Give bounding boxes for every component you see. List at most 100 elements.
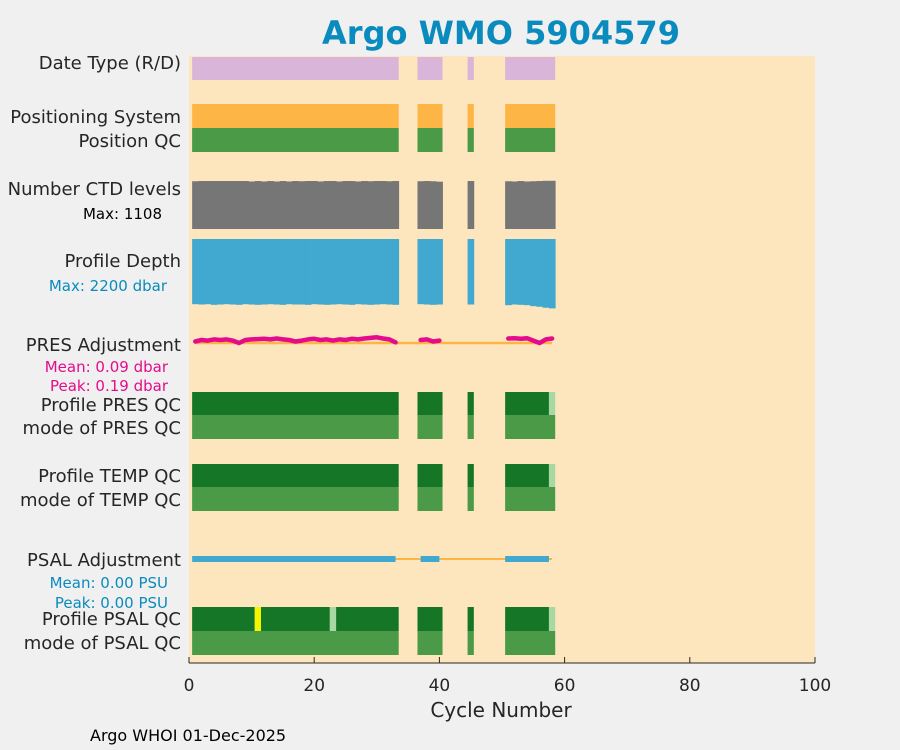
ctd-level-bar-3	[204, 181, 212, 229]
x-tick-label-40: 40	[429, 676, 451, 696]
profile-depth-bar-24	[336, 239, 343, 305]
profile-psal-qc-bar-9	[548, 607, 556, 631]
profile-depth-bar-38	[423, 239, 431, 305]
profile-temp-qc-bar-3	[467, 464, 474, 487]
ctd-level-bar-7	[229, 181, 237, 229]
row-label-position-qc: Position QC	[78, 131, 181, 152]
position-qc-bar-2	[417, 128, 443, 152]
pres-peak-label: Peak: 0.19 dbar	[50, 377, 169, 395]
mode-pres-qc-bar-1	[192, 415, 399, 439]
ctd-level-bar-10	[248, 181, 256, 229]
ctd-level-bar-56	[536, 181, 544, 229]
date-type-bar-4	[505, 57, 556, 80]
profile-psal-qc-bar-8	[505, 607, 549, 631]
date-type-bar-3	[467, 57, 474, 80]
profile-depth-bar-33	[392, 239, 400, 305]
profile-depth-bar-39	[430, 239, 437, 305]
ctd-level-bar-29	[367, 181, 375, 229]
row-label-profile-pres-qc: Profile PRES QC	[41, 395, 181, 416]
profile-depth-bar-15	[279, 239, 287, 305]
profile-depth-bar-8	[235, 239, 243, 305]
x-tick-label-0: 0	[184, 676, 195, 696]
ctd-level-bar-16	[286, 181, 293, 229]
profile-depth-bar-13	[267, 239, 274, 305]
profile-depth-bar-7	[229, 239, 237, 305]
ctd-level-bar-53	[517, 181, 525, 229]
ctd-level-bar-51	[505, 181, 512, 229]
profile-psal-qc-bar-6	[417, 607, 443, 631]
x-axis: 0 20 40 60 80 100	[184, 657, 831, 696]
ctd-level-bar-17	[292, 181, 299, 229]
profile-psal-qc-bar-4	[329, 607, 337, 631]
ctd-level-bar-9	[242, 181, 249, 229]
profile-depth-bar-55	[530, 239, 537, 307]
profile-depth-bar-29	[367, 239, 375, 305]
mode-temp-qc-bar-1	[192, 487, 399, 511]
row-labels: Date Type (R/D) Positioning System Posit…	[8, 53, 181, 654]
ctd-level-bar-4	[210, 181, 218, 229]
ctd-level-bar-31	[379, 181, 387, 229]
data-marks	[192, 57, 556, 655]
ctd-level-bar-28	[361, 181, 368, 229]
ctd-level-bar-38	[423, 181, 431, 229]
ctd-level-bar-30	[373, 181, 381, 229]
ctd-level-bar-23	[329, 181, 337, 229]
ctd-level-bar-24	[336, 181, 343, 229]
ctd-level-bar-40	[436, 181, 443, 229]
ctd-level-bar-12	[260, 181, 268, 229]
profile-depth-bar-2	[198, 239, 206, 305]
profile-depth-bar-25	[342, 239, 350, 305]
psal-adjustment-bar-3	[505, 556, 549, 562]
positioning-bar-2	[417, 104, 443, 128]
position-qc-bar-3	[467, 128, 474, 152]
profile-depth-bar-22	[323, 239, 331, 305]
profile-depth-bar-58	[548, 239, 556, 309]
ctd-level-bar-37	[417, 181, 425, 229]
profile-depth-bar-27	[354, 239, 362, 305]
row-label-psal-adjustment: PSAL Adjustment	[27, 550, 181, 571]
profile-depth-bar-17	[292, 239, 299, 305]
profile-pres-qc-bar-2	[417, 392, 443, 415]
profile-psal-qc-bar-5	[336, 607, 399, 631]
row-label-positioning-system: Positioning System	[10, 107, 181, 128]
ctd-level-bar-58	[548, 180, 556, 229]
profile-depth-bar-6	[223, 239, 231, 305]
ctd-level-bar-20	[311, 181, 318, 229]
ctd-level-bar-52	[511, 181, 519, 229]
pres-adjustment-line-2	[418, 337, 442, 344]
profile-depth-bar-4	[210, 239, 218, 305]
ctd-level-bar-15	[279, 181, 287, 229]
ctd-level-bar-27	[354, 181, 362, 229]
profile-depth-bar-19	[304, 239, 312, 305]
row-label-mode-temp-qc: mode of TEMP QC	[20, 490, 181, 511]
pres-adjustment-line-1	[193, 335, 398, 346]
positioning-bar-4	[505, 104, 556, 128]
row-label-profile-temp-qc: Profile TEMP QC	[38, 466, 181, 487]
ctd-level-bar-39	[430, 181, 437, 229]
positioning-bar-1	[192, 104, 399, 128]
psal-peak-label: Peak: 0.00 PSU	[55, 594, 168, 612]
profile-depth-bar-14	[273, 239, 281, 305]
x-axis-label: Cycle Number	[430, 698, 572, 722]
profile-temp-qc-bar-2	[417, 464, 443, 487]
ctd-level-bar-1	[192, 181, 199, 229]
chart-title: Argo WMO 5904579	[322, 14, 680, 52]
profile-depth-bar-5	[217, 239, 224, 305]
profile-depth-bar-56	[536, 239, 544, 307]
profile-depth-bar-12	[260, 239, 268, 305]
row-label-profile-psal-qc: Profile PSAL QC	[42, 609, 181, 630]
ctd-level-bar-25	[342, 181, 350, 229]
profile-depth-bar-23	[329, 239, 337, 305]
positioning-bar-3	[467, 104, 474, 128]
x-tick-label-60: 60	[554, 676, 576, 696]
profile-temp-qc-bar-5	[548, 464, 556, 487]
pres-adjustment-line-3	[506, 335, 555, 346]
row-label-date-type: Date Type (R/D)	[39, 53, 181, 74]
mode-pres-qc-bar-3	[467, 415, 474, 439]
x-tick-label-100: 100	[799, 676, 831, 696]
profile-depth-bar-1	[192, 239, 199, 305]
ctd-level-bar-26	[348, 181, 356, 229]
ctd-level-bar-8	[235, 181, 243, 229]
ctd-level-bar-14	[273, 181, 281, 229]
